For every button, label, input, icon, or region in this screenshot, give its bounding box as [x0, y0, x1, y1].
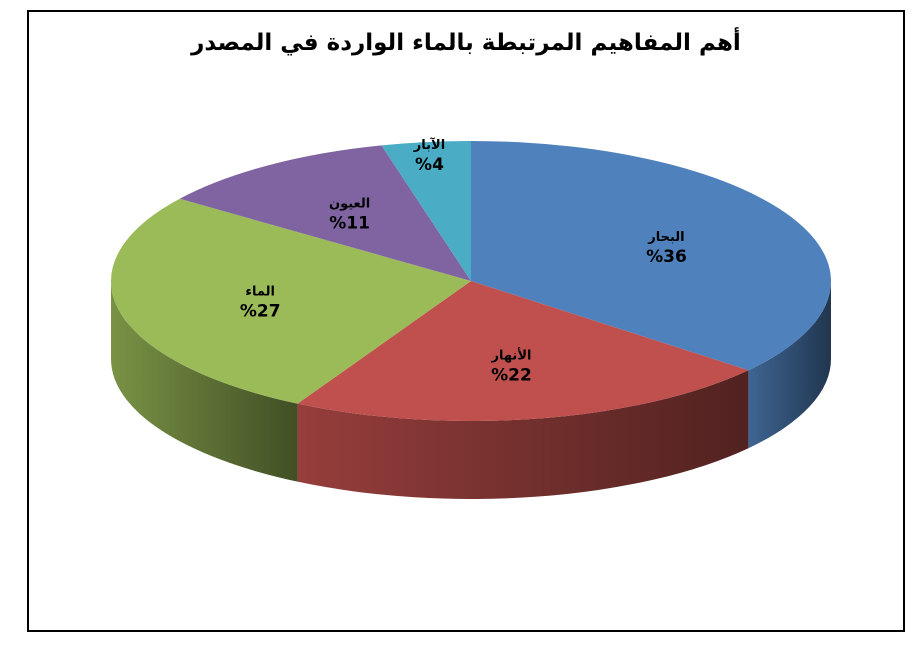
pie-top-faces — [110, 141, 831, 422]
pie-slice-4 — [179, 145, 471, 281]
slice-value-4: %11 — [329, 214, 370, 234]
slice-label-3: الماء — [245, 284, 275, 299]
pie-slice-1 — [471, 141, 831, 371]
slice-label-1: البحار — [647, 230, 684, 245]
slice-value-5: %4 — [415, 155, 444, 175]
slice-value-1: %36 — [646, 247, 687, 267]
slice-value-3: %27 — [240, 301, 281, 321]
slice-label-4: العيون — [329, 197, 370, 212]
pie-side-1 — [748, 281, 831, 449]
pie-side-walls — [111, 281, 831, 500]
slice-value-2: %22 — [491, 366, 532, 386]
pie-side-3 — [111, 281, 298, 482]
pie-labels: البحار %36 الأنهار %22 الماء %27 العيون %11 الآب… — [240, 137, 687, 385]
slice-label-2: الأنهار — [490, 347, 531, 364]
pie-side-2 — [297, 370, 749, 500]
pie-slice-3 — [110, 198, 471, 404]
pie-slice-5 — [381, 141, 471, 281]
chart-title: أهم المفاهيم المرتبطة بالماء الواردة في … — [191, 30, 741, 56]
slice-label-5: الآبار — [413, 137, 445, 153]
pie-slice-2 — [297, 281, 749, 422]
